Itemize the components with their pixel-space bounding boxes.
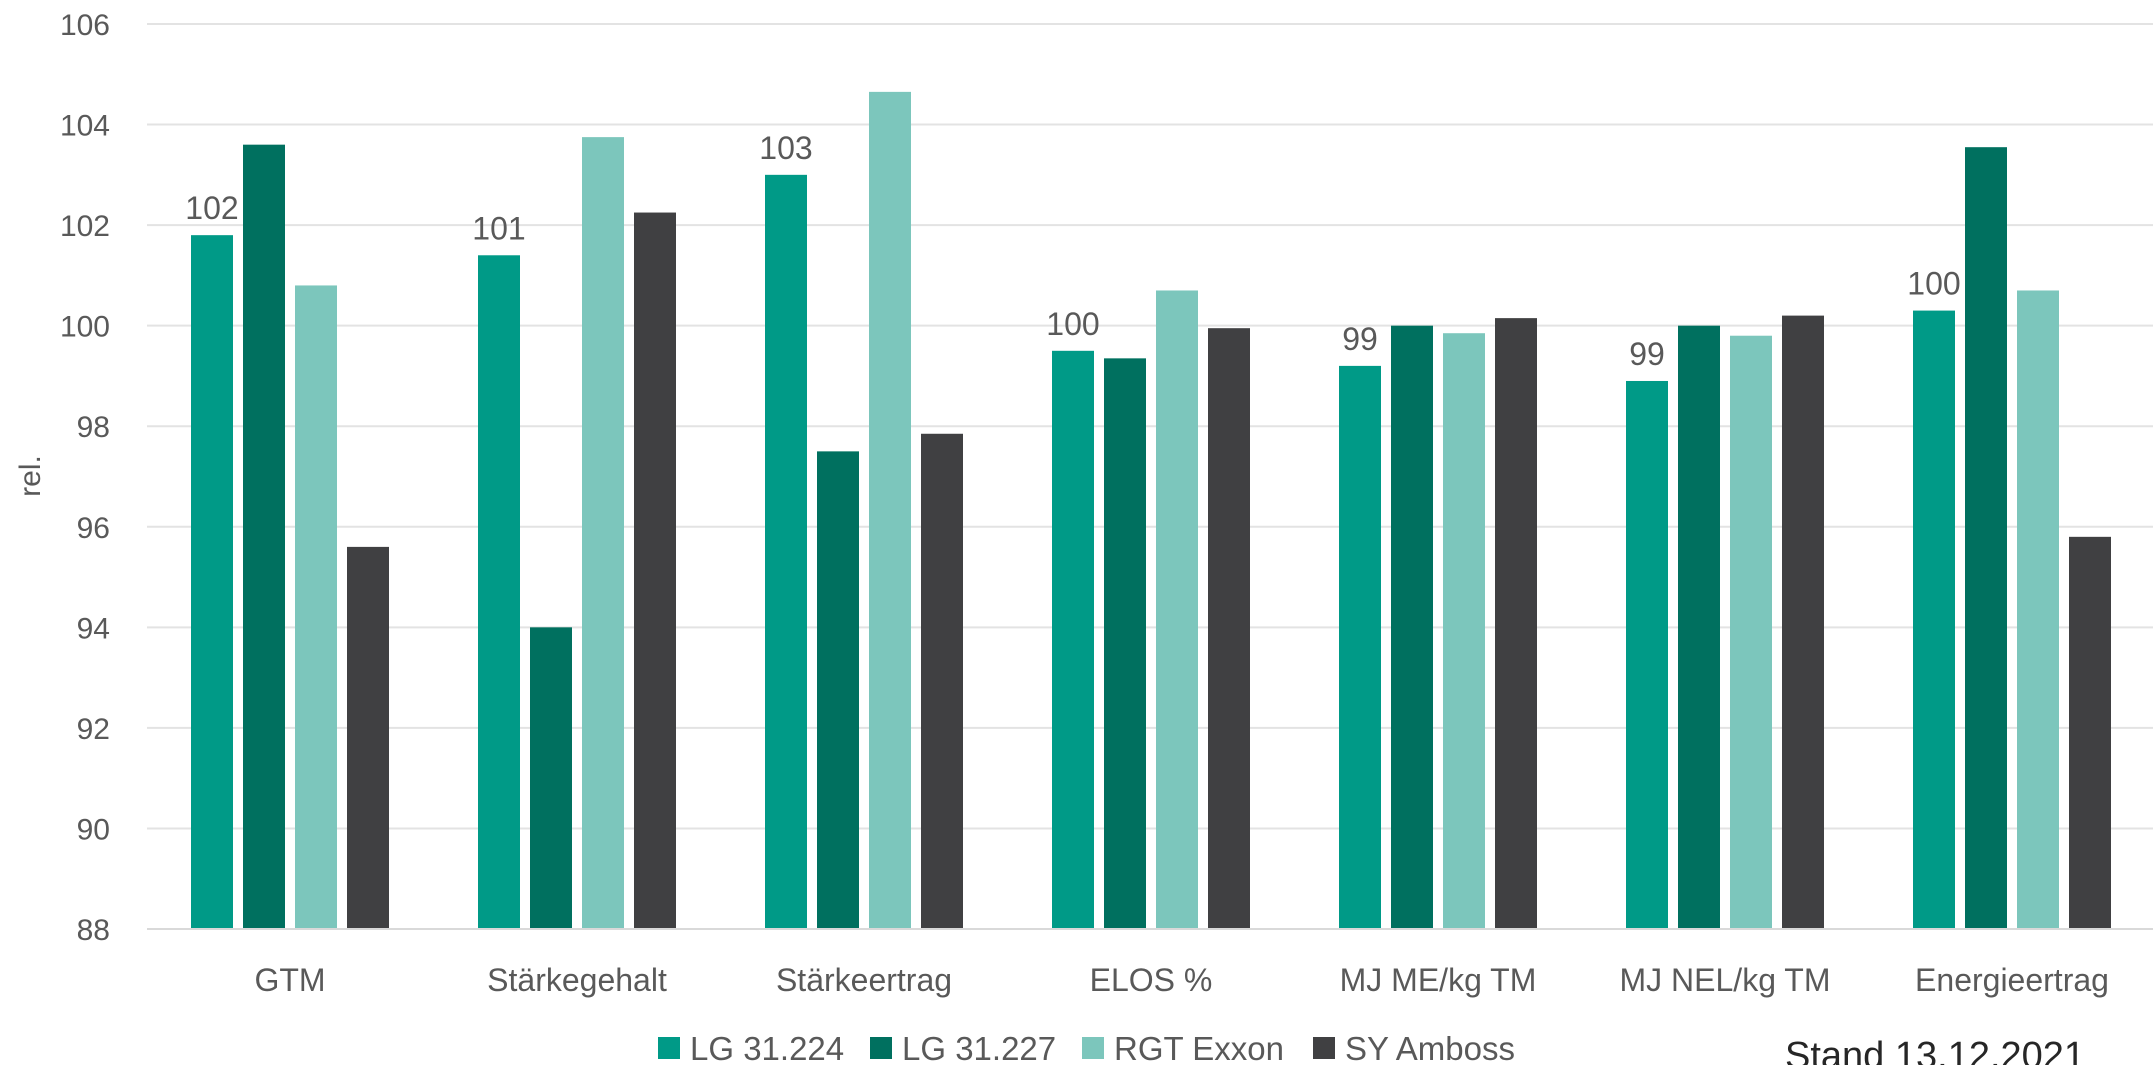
data-label: 99 xyxy=(1342,321,1378,357)
bar xyxy=(634,212,676,929)
legend-swatch xyxy=(1082,1037,1104,1059)
y-tick-label: 94 xyxy=(77,612,110,645)
bar xyxy=(1052,350,1094,929)
legend-swatch xyxy=(1313,1037,1335,1059)
legend-label: SY Amboss xyxy=(1345,1030,1515,1065)
bar xyxy=(582,137,624,929)
legend-label: LG 31.224 xyxy=(690,1030,844,1065)
legend-swatch xyxy=(870,1037,892,1059)
bar-series xyxy=(191,91,2111,930)
bar xyxy=(347,546,389,929)
bar xyxy=(1208,328,1250,929)
bar xyxy=(191,235,233,929)
bar xyxy=(765,174,807,930)
bar xyxy=(1678,325,1720,930)
y-tick-label: 106 xyxy=(60,9,110,42)
bar xyxy=(2017,290,2059,929)
y-tick-label: 104 xyxy=(60,110,110,143)
bar xyxy=(921,433,963,929)
bar xyxy=(1730,335,1772,929)
legend: LG 31.224 LG 31.227 RGT Exxon SY Amboss xyxy=(658,1030,1515,1065)
data-label: 102 xyxy=(185,190,238,226)
category-label: GTM xyxy=(254,962,325,998)
bar xyxy=(1965,147,2007,930)
y-axis-label: rel. xyxy=(14,455,47,497)
bar xyxy=(530,627,572,929)
data-label: 100 xyxy=(1907,266,1960,302)
data-label: 99 xyxy=(1629,336,1665,372)
bar xyxy=(478,255,520,929)
bar xyxy=(1391,325,1433,930)
gridlines xyxy=(147,23,2153,830)
bar xyxy=(817,451,859,929)
category-label: Stärkeertrag xyxy=(776,962,952,998)
legend-label: LG 31.227 xyxy=(902,1030,1056,1065)
data-label: 103 xyxy=(759,130,812,166)
category-label: Energieertrag xyxy=(1915,962,2109,998)
bar xyxy=(1626,380,1668,929)
y-tick-label: 88 xyxy=(77,914,110,947)
bar xyxy=(1104,358,1146,929)
category-label: ELOS % xyxy=(1090,962,1213,998)
bar xyxy=(1339,365,1381,929)
category-label: MJ ME/kg TM xyxy=(1340,962,1537,998)
y-tick-label: 100 xyxy=(60,311,110,344)
bar xyxy=(1782,315,1824,930)
category-label: MJ NEL/kg TM xyxy=(1620,962,1831,998)
y-axis-ticks: 88 90 92 94 96 98 100 102 104 106 xyxy=(60,9,110,947)
y-tick-label: 90 xyxy=(77,813,110,846)
data-labels: 102 101 103 100 99 99 100 xyxy=(185,130,1960,372)
category-label: Stärkegehalt xyxy=(487,962,667,998)
y-tick-label: 92 xyxy=(77,713,110,746)
data-label: 101 xyxy=(472,210,525,246)
bar xyxy=(869,91,911,929)
bar xyxy=(243,144,285,929)
legend-label: RGT Exxon xyxy=(1114,1030,1284,1065)
bar xyxy=(1156,290,1198,929)
footnote-stand: Stand 13.12.2021 xyxy=(1785,1035,2085,1065)
y-tick-label: 102 xyxy=(60,210,110,243)
bar xyxy=(1443,333,1485,929)
y-tick-label: 96 xyxy=(77,512,110,545)
x-axis-categories: GTM Stärkegehalt Stärkeertrag ELOS % MJ ME/k… xyxy=(254,962,2108,998)
bar xyxy=(2069,536,2111,929)
legend-swatch xyxy=(658,1037,680,1059)
bar xyxy=(295,285,337,929)
bar xyxy=(1495,318,1537,929)
bar xyxy=(1913,310,1955,929)
data-label: 100 xyxy=(1046,306,1099,342)
y-tick-label: 98 xyxy=(77,411,110,444)
